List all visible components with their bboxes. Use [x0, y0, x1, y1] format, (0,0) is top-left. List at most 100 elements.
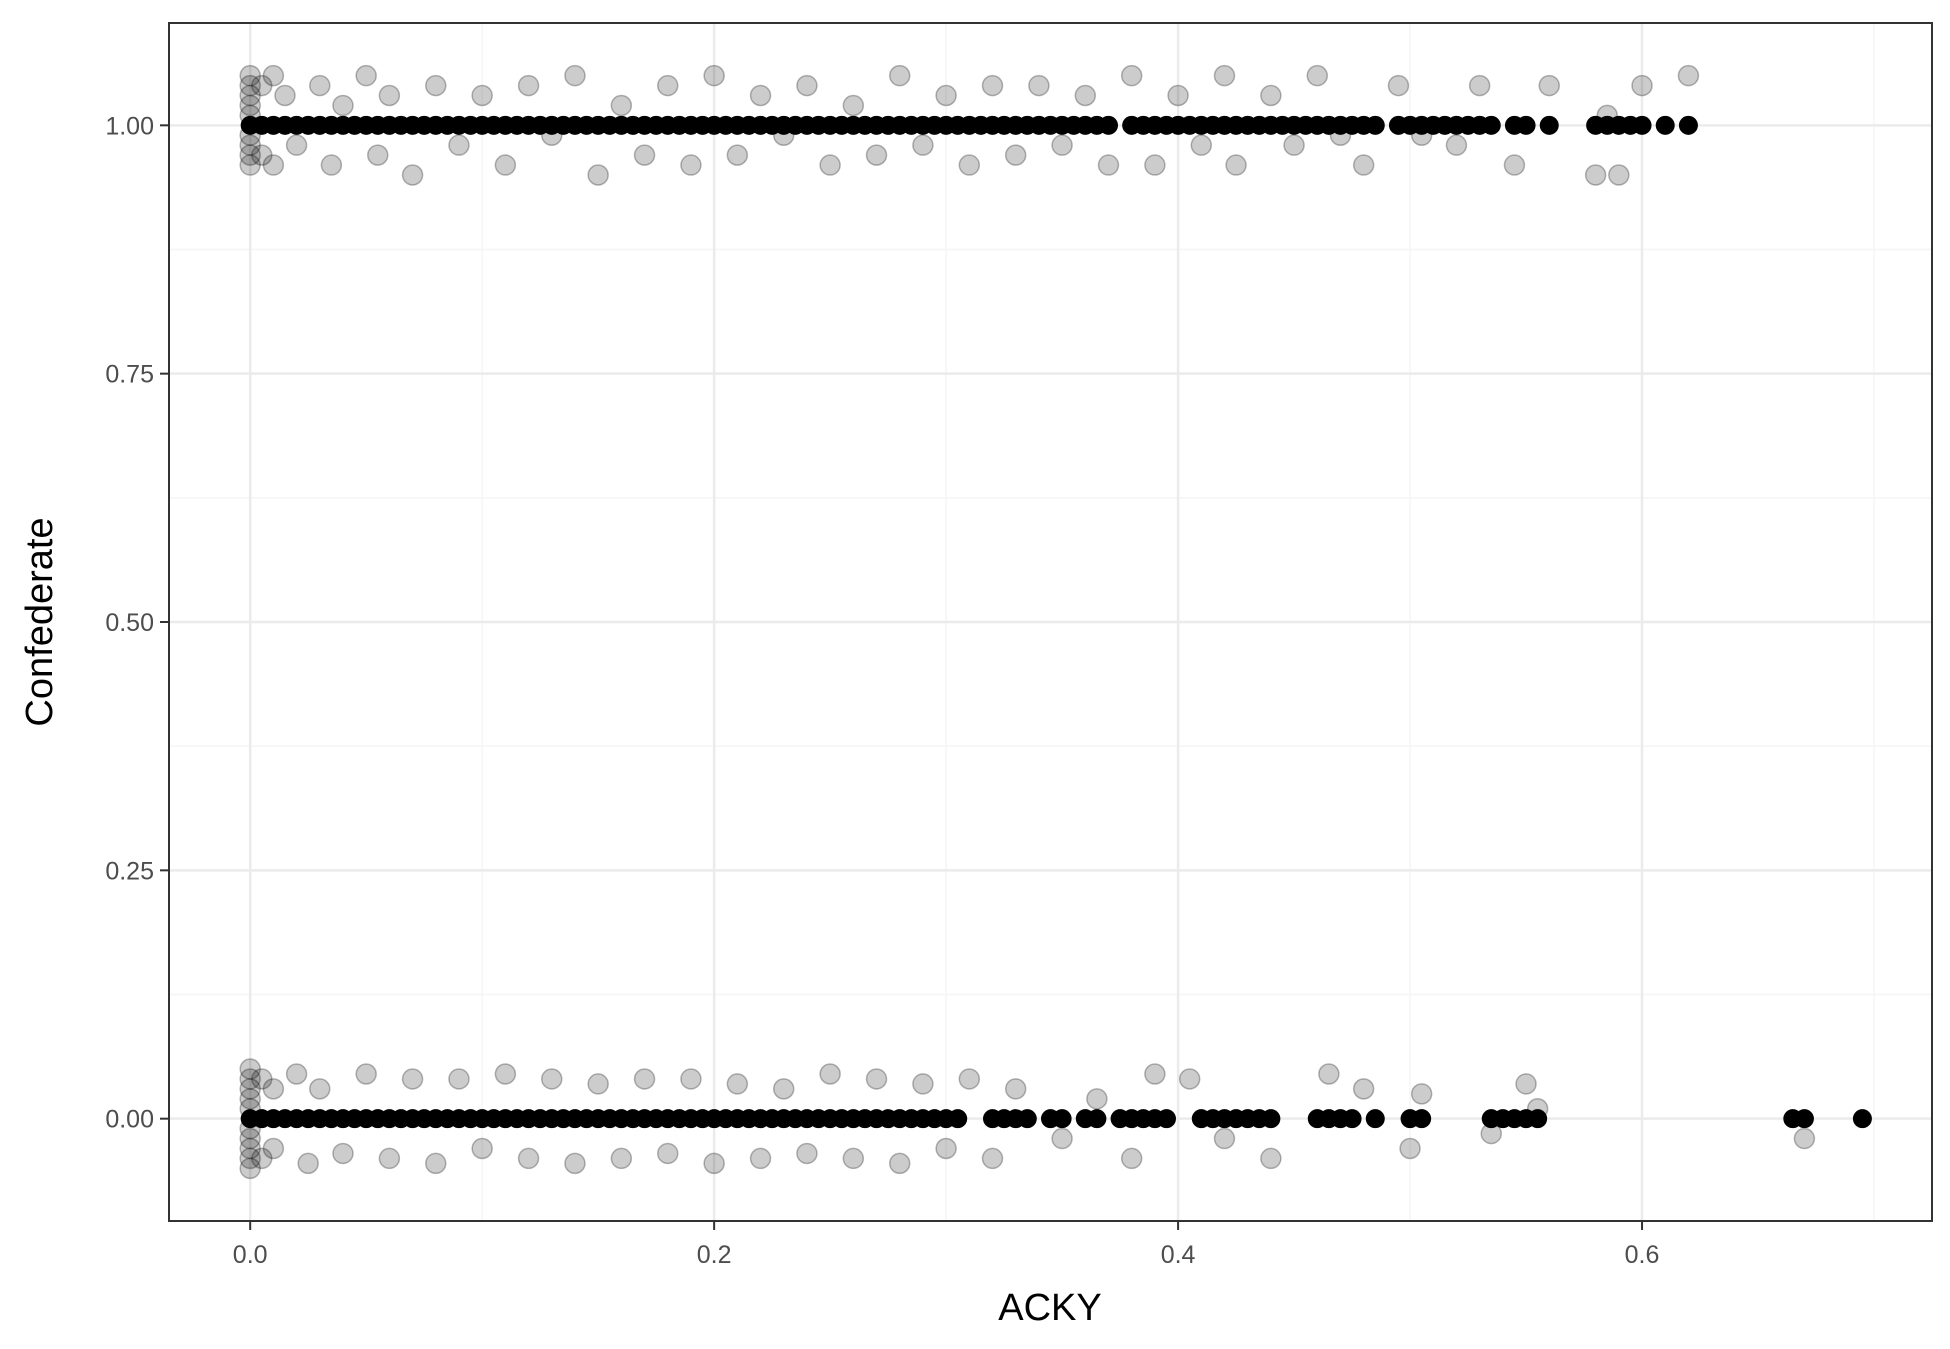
data-point: [1098, 115, 1118, 135]
jitter-point: [1097, 154, 1120, 176]
jitter-point: [1387, 74, 1410, 97]
jitter-point: [888, 1152, 911, 1175]
jitter-point: [656, 74, 679, 97]
jitter-point: [448, 134, 470, 156]
jitter-point: [587, 164, 609, 186]
data-point: [1528, 1109, 1548, 1129]
jitter-point: [541, 1068, 563, 1090]
jitter-point: [564, 64, 586, 87]
data-point: [1516, 115, 1536, 135]
jitter-point: [1028, 74, 1050, 97]
jitter-point: [1352, 154, 1375, 176]
raw-points: [240, 115, 1872, 1129]
jitter-point: [517, 74, 540, 97]
jitter-point: [912, 134, 934, 156]
jitter-point: [262, 154, 285, 176]
jitter-point: [656, 1142, 679, 1165]
jitter-point: [285, 1063, 308, 1085]
data-point: [1678, 115, 1698, 135]
jitter-point: [958, 154, 981, 176]
jitter-point: [239, 1058, 261, 1080]
data-point: [1342, 1109, 1362, 1129]
jitter-point: [981, 1147, 1004, 1170]
jitter-point: [935, 1137, 957, 1160]
jitter-point: [262, 64, 285, 87]
jitter-point: [239, 144, 261, 166]
grid-minor: [169, 23, 1932, 1221]
jitter-point: [958, 1068, 981, 1090]
x-tick-label: 0.2: [697, 1241, 732, 1269]
jitter-point: [239, 1068, 261, 1090]
jitter-point: [239, 1088, 261, 1110]
jitter-point: [309, 1078, 331, 1100]
jitter-point: [912, 1073, 934, 1095]
data-point: [1365, 1109, 1385, 1129]
jitter-point: [251, 1147, 273, 1170]
data-point: [1017, 1109, 1037, 1129]
jitter-point: [285, 134, 308, 156]
data-point: [1794, 1109, 1814, 1129]
jitter-point: [726, 144, 749, 166]
jitter-point: [772, 1078, 795, 1100]
jitter-point: [1538, 74, 1560, 97]
jitter-point: [1260, 1147, 1282, 1170]
jitter-point: [1468, 74, 1491, 97]
jitter-point: [1631, 74, 1653, 97]
jitter-point: [981, 74, 1004, 97]
data-point: [1539, 115, 1559, 135]
data-point: [1052, 1109, 1072, 1129]
jitter-point: [633, 144, 656, 166]
y-tick-label: 0.75: [105, 361, 154, 389]
jitter-point: [703, 64, 725, 87]
jitter-point: [239, 1078, 261, 1100]
jitter-point: [239, 154, 261, 176]
jitter-point: [1306, 64, 1329, 87]
jitter-point: [1178, 1068, 1201, 1090]
y-tick-label: 0.00: [105, 1106, 154, 1134]
jitter-point: [1086, 1088, 1108, 1110]
jitter-point: [1352, 1078, 1375, 1100]
jitter-point: [819, 154, 841, 176]
jitter-point: [749, 84, 772, 107]
jitter-point: [1608, 164, 1630, 186]
data-point: [1632, 115, 1652, 135]
jitter-point: [796, 74, 818, 97]
jitter-point: [1190, 134, 1213, 156]
jitter-point: [1225, 154, 1247, 176]
jitter-point: [355, 64, 377, 87]
jitter-point: [1144, 1063, 1166, 1085]
y-tick-label: 0.25: [105, 857, 154, 885]
x-axis-title: ACKY: [998, 1287, 1101, 1329]
jittered-points: [239, 64, 1816, 1180]
y-tick-label: 1.00: [105, 112, 154, 140]
jitter-point: [367, 144, 389, 166]
jitter-point: [1004, 144, 1027, 166]
jitter-point: [239, 1157, 261, 1180]
jitter-point: [1584, 164, 1607, 186]
x-tick-label: 0.0: [233, 1241, 268, 1269]
jitter-point: [251, 1068, 273, 1090]
data-point: [1655, 115, 1675, 135]
jitter-point: [251, 144, 273, 166]
jitter-point: [1144, 154, 1166, 176]
y-tick-label: 0.50: [105, 609, 154, 637]
data-point: [1852, 1109, 1872, 1129]
jitter-point: [1120, 64, 1143, 87]
jitter-point: [239, 1127, 261, 1150]
jitter-point: [587, 1073, 609, 1095]
jitter-point: [680, 154, 702, 176]
data-point: [1481, 115, 1501, 135]
jitter-point: [1213, 64, 1236, 87]
jitter-point: [378, 84, 401, 107]
jitter-point: [471, 84, 493, 107]
jitter-point: [297, 1152, 319, 1175]
jitter-point: [239, 84, 261, 107]
jitter-point: [262, 1078, 285, 1100]
jitter-point: [842, 1147, 865, 1170]
jitter-point: [865, 144, 888, 166]
jitter-point: [309, 74, 331, 97]
jitter-point: [1503, 154, 1526, 176]
x-tick-label: 0.6: [1625, 1241, 1660, 1269]
jitter-point: [610, 94, 633, 117]
jitter-point: [1074, 84, 1097, 107]
